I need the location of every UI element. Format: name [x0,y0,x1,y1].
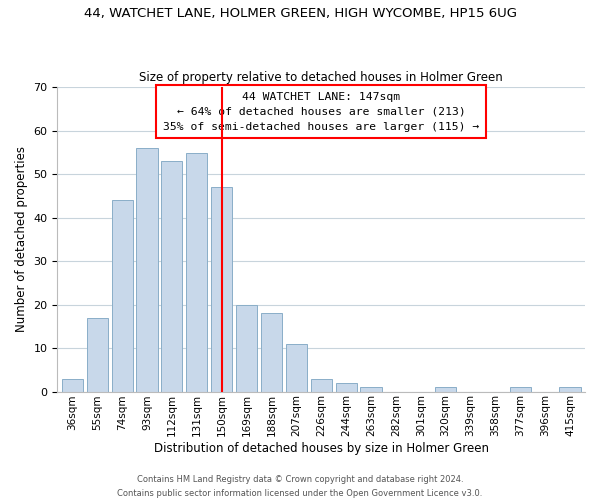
Text: 44 WATCHET LANE: 147sqm
← 64% of detached houses are smaller (213)
35% of semi-d: 44 WATCHET LANE: 147sqm ← 64% of detache… [163,92,479,132]
Bar [435,387,456,392]
Bar [286,344,307,392]
Bar [510,387,531,392]
Bar [161,162,182,392]
Bar [136,148,158,392]
Text: 44, WATCHET LANE, HOLMER GREEN, HIGH WYCOMBE, HP15 6UG: 44, WATCHET LANE, HOLMER GREEN, HIGH WYC… [83,8,517,20]
Bar [335,383,356,392]
Text: Contains HM Land Registry data © Crown copyright and database right 2024.
Contai: Contains HM Land Registry data © Crown c… [118,476,482,498]
Bar [559,387,581,392]
X-axis label: Distribution of detached houses by size in Holmer Green: Distribution of detached houses by size … [154,442,489,455]
Y-axis label: Number of detached properties: Number of detached properties [15,146,28,332]
Bar [112,200,133,392]
Bar [236,304,257,392]
Bar [261,314,282,392]
Bar [311,378,332,392]
Bar [62,378,83,392]
Bar [186,152,208,392]
Title: Size of property relative to detached houses in Holmer Green: Size of property relative to detached ho… [139,70,503,84]
Bar [211,188,232,392]
Bar [361,387,382,392]
Bar [86,318,108,392]
